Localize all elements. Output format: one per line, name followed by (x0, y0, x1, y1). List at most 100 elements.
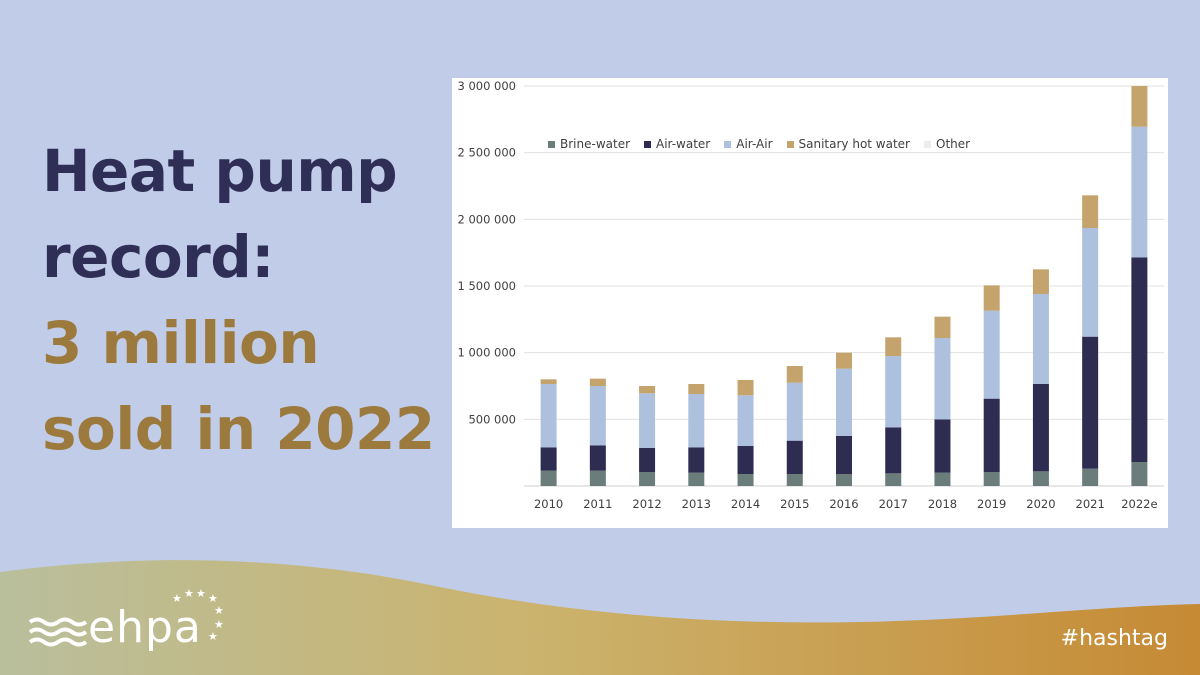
bar-segment (1032, 294, 1049, 384)
bar-segment (885, 337, 902, 356)
legend-item: Air-water (644, 137, 710, 151)
chart-legend: Brine-water Air-water Air-Air Sanitary hot … (548, 137, 970, 151)
bar-segment (934, 419, 951, 473)
bar-segment (589, 386, 606, 446)
legend-item: Air-Air (724, 137, 773, 151)
bar-segment (737, 474, 754, 486)
legend-swatch (644, 140, 652, 148)
bar-segment (1032, 471, 1049, 486)
ehpa-logo: ehpa ★ ★ ★ ★ ★ ★ ★ (28, 588, 228, 658)
legend-label: Other (936, 137, 971, 151)
legend-label: Air-water (656, 137, 711, 151)
bar-segment (836, 474, 852, 486)
legend-label: Air-Air (736, 137, 773, 151)
legend-item: Other (924, 137, 970, 151)
x-tick-label: 2017 (879, 497, 908, 511)
y-tick-label: 1 500 000 (457, 279, 516, 293)
headline-line-3: 3 million (42, 309, 320, 377)
bar-segment (836, 352, 852, 369)
headline-line-1: Heat pump (42, 137, 398, 205)
y-tick-label: 3 000 000 (457, 79, 516, 93)
bar-segment (1082, 468, 1099, 486)
bar-segment (836, 436, 852, 474)
legend-swatch (548, 140, 555, 148)
bar-segment (885, 356, 902, 428)
legend-swatch (924, 140, 931, 148)
bar-segment (983, 398, 1000, 472)
bar-segment (934, 472, 951, 486)
legend-swatch (724, 140, 732, 148)
bar-segment (737, 446, 754, 474)
legend-item: Brine-water (548, 137, 630, 151)
x-tick-label: 2016 (829, 497, 858, 511)
y-tick-label: 500 000 (468, 412, 516, 426)
y-tick-label: 1 000 000 (457, 346, 516, 360)
x-tick-label: 2011 (583, 497, 612, 511)
bar-segment (1131, 126, 1148, 258)
bar-segment (540, 379, 557, 384)
bar-segment (934, 316, 951, 338)
x-tick-label: 2012 (632, 497, 661, 511)
bar-segment (737, 380, 754, 396)
svg-text:★: ★ (208, 592, 218, 605)
bar-segment (540, 384, 557, 448)
bar-segment (1131, 462, 1148, 486)
chart-card: 500 000 1 000 000 1 500 000 2 000 000 2 500 … (452, 78, 1168, 528)
svg-text:★: ★ (208, 630, 218, 643)
legend-label: Brine-water (560, 137, 631, 151)
bar-segment (639, 448, 656, 472)
bar-segment (786, 366, 803, 383)
legend-swatch (786, 140, 794, 148)
eu-stars-icon: ★ ★ ★ ★★★ ★ (172, 588, 224, 643)
bar-segment (589, 378, 606, 386)
bar-segment (1082, 195, 1099, 228)
bar-segment (540, 447, 557, 471)
bar-segment (1131, 86, 1148, 127)
bar-segment (1082, 336, 1099, 469)
svg-text:★: ★ (214, 604, 224, 617)
svg-text:★: ★ (196, 588, 206, 600)
headline: Heat pump record: 3 million sold in 2022 (42, 128, 435, 472)
bar-segment (1131, 257, 1148, 462)
logo-text: ehpa (88, 602, 202, 653)
bar-segment (885, 473, 902, 486)
y-tick-label: 2 000 000 (457, 212, 516, 226)
stacked-bar-chart: 500 000 1 000 000 1 500 000 2 000 000 2 500 … (457, 79, 1164, 511)
x-tick-label: 2013 (682, 497, 711, 511)
bar-segment (983, 472, 1000, 486)
bar-segment (639, 393, 656, 448)
bar-segment (688, 394, 705, 448)
bar-segment (786, 382, 803, 441)
bar-segment (934, 338, 951, 420)
bar-segment (836, 368, 852, 436)
svg-text:★: ★ (172, 592, 182, 605)
bar-segment (885, 427, 902, 474)
bar-segment (639, 386, 656, 394)
x-tick-label: 2015 (780, 497, 809, 511)
bar-segment (737, 395, 754, 446)
bar-segment (688, 472, 705, 486)
x-tick-label: 2019 (977, 497, 1006, 511)
legend-item: Sanitary hot water (786, 137, 910, 151)
hashtag-label: #hashtag (1060, 626, 1168, 651)
bar-segment (589, 470, 606, 486)
bar-segment (688, 384, 705, 394)
svg-text:★: ★ (214, 618, 224, 631)
svg-text:★: ★ (184, 588, 194, 600)
headline-line-4: sold in 2022 (42, 395, 435, 463)
x-tick-label: 2014 (731, 497, 760, 511)
bar-segment (983, 310, 1000, 399)
legend-label: Sanitary hot water (798, 137, 910, 151)
bar-segment (786, 440, 803, 474)
x-tick-label: 2022e (1121, 497, 1157, 511)
x-tick-label: 2018 (928, 497, 957, 511)
bar-segment (786, 474, 803, 486)
bar-segment (639, 472, 656, 486)
bar-segment (1032, 384, 1049, 472)
headline-line-2: record: (42, 223, 274, 291)
y-tick-label: 2 500 000 (457, 146, 516, 160)
x-tick-label: 2021 (1076, 497, 1105, 511)
x-tick-label: 2010 (534, 497, 563, 511)
bar-segment (1082, 228, 1099, 337)
